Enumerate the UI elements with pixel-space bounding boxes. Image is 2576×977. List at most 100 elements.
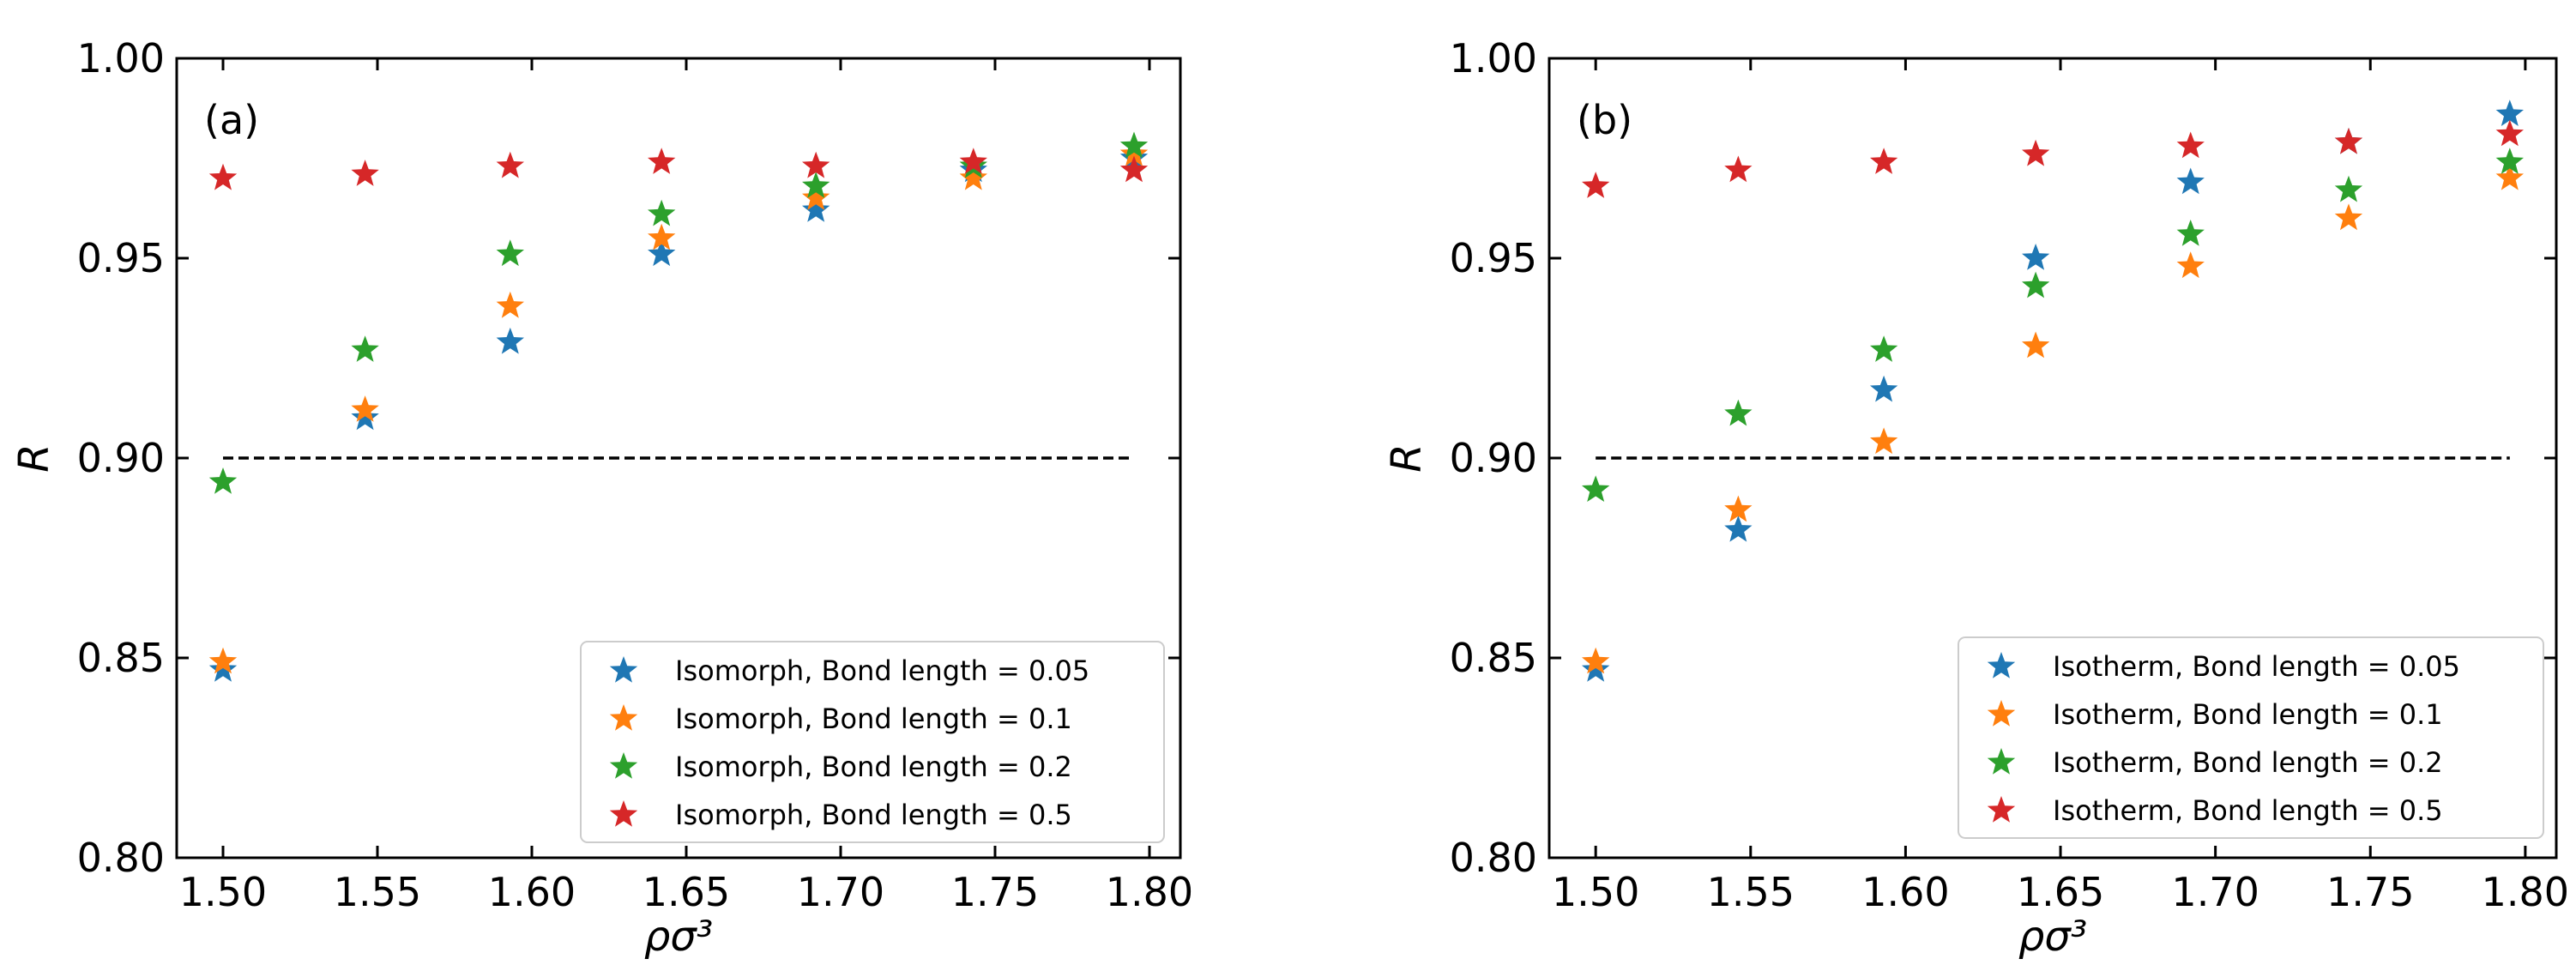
x-tick-label: 1.65 [2017, 869, 2104, 915]
data-point [1582, 647, 1610, 674]
x-tick-label: 1.80 [1106, 869, 1193, 915]
data-point [802, 151, 830, 178]
data-point [1582, 655, 1610, 682]
legend-label: Isotherm, Bond length = 0.05 [2053, 650, 2460, 683]
data-point [496, 327, 524, 354]
data-point [2495, 119, 2524, 147]
data-point [2022, 271, 2050, 299]
data-point [2334, 175, 2363, 202]
data-point [1582, 172, 1610, 198]
data-point [2495, 163, 2524, 190]
panel-a: 1.50 1.55 1.60 1.65 1.70 1.75 1.80 0.80 0.85 0.90… [10, 35, 1193, 961]
data-point [496, 291, 524, 318]
data-point [2176, 220, 2205, 246]
data-point [1119, 155, 1149, 183]
legend-marker [609, 752, 638, 779]
data-point [2022, 139, 2050, 166]
legend-marker [1987, 700, 2016, 727]
panel-label: (a) [204, 97, 259, 143]
y-tick-label: 0.80 [1450, 835, 1537, 881]
data-point [1870, 335, 1898, 362]
data-point [351, 160, 379, 186]
data-point [2495, 148, 2524, 174]
y-tick-label: 1.00 [77, 35, 165, 81]
data-point [2176, 251, 2205, 279]
y-axis-label: R [10, 443, 58, 472]
legend-marker [609, 656, 638, 683]
data-point [1119, 139, 1149, 166]
legend-box [1958, 636, 2544, 839]
data-point [1582, 475, 1610, 502]
legend-marker [1987, 796, 2016, 823]
panel-b: 1.50 1.55 1.60 1.65 1.70 1.75 1.80 0.80 0.85 0.90… [1383, 35, 2569, 961]
data-point [351, 335, 379, 362]
data-point [802, 196, 830, 222]
panel-label: (b) [1577, 97, 1632, 143]
data-point [208, 655, 238, 682]
data-point [496, 239, 524, 267]
y-tick-label: 0.90 [77, 435, 165, 481]
data-point [959, 148, 987, 174]
legend-label: Isotherm, Bond length = 0.2 [2053, 746, 2443, 779]
legend-label: Isomorph, Bond length = 0.1 [675, 703, 1072, 735]
data-point [1870, 375, 1898, 402]
data-point [2022, 331, 2050, 359]
legend-marker [1987, 748, 2016, 775]
legend-box [580, 641, 1165, 843]
data-point [802, 184, 830, 210]
x-tick-label: 1.70 [797, 869, 884, 915]
x-axis-label: ρσ³ [644, 913, 713, 961]
data-point [208, 467, 238, 494]
data-point [2495, 100, 2524, 126]
legend-label: Isotherm, Bond length = 0.5 [2053, 794, 2443, 827]
y-tick-label: 0.95 [77, 235, 165, 281]
data-point [1724, 155, 1753, 183]
data-point [648, 199, 676, 226]
y-tick-label: 0.95 [1450, 235, 1537, 281]
legend-label: Isomorph, Bond length = 0.2 [675, 751, 1072, 783]
data-point [648, 239, 676, 267]
x-tick-label: 1.55 [334, 869, 421, 915]
data-point [648, 223, 676, 250]
data-point [2334, 127, 2363, 154]
data-point [1724, 399, 1753, 426]
legend-label: Isomorph, Bond length = 0.5 [675, 799, 1072, 831]
y-tick-label: 0.90 [1450, 435, 1537, 481]
data-point [2022, 244, 2050, 270]
legend-marker [1987, 652, 2016, 678]
y-axis-label: R [1383, 443, 1431, 472]
x-axis-label: ρσ³ [2018, 913, 2087, 961]
data-point [959, 163, 987, 190]
x-tick-label: 1.60 [488, 869, 576, 915]
data-point [351, 395, 379, 422]
data-point [2334, 203, 2363, 231]
data-point [802, 172, 830, 198]
y-tick-label: 0.85 [77, 635, 165, 681]
data-point [208, 163, 238, 190]
x-tick-label: 1.50 [179, 869, 267, 915]
data-point [351, 403, 379, 431]
data-point [496, 151, 524, 178]
legend-marker [609, 800, 638, 827]
x-tick-label: 1.65 [642, 869, 730, 915]
data-point [1724, 495, 1753, 522]
x-tick-label: 1.60 [1861, 869, 1949, 915]
y-tick-label: 0.85 [1450, 635, 1537, 681]
x-tick-label: 1.70 [2171, 869, 2259, 915]
data-point [648, 148, 676, 174]
data-point [2176, 131, 2205, 159]
y-tick-label: 0.80 [77, 835, 165, 881]
data-point [208, 647, 238, 674]
x-tick-label: 1.50 [1552, 869, 1639, 915]
data-point [1870, 427, 1898, 455]
legend-label: Isotherm, Bond length = 0.1 [2053, 698, 2443, 731]
data-point [1119, 131, 1149, 159]
x-tick-label: 1.80 [2482, 869, 2569, 915]
x-tick-label: 1.75 [2326, 869, 2414, 915]
data-point [2176, 167, 2205, 195]
x-tick-label: 1.55 [1707, 869, 1795, 915]
data-point [1870, 148, 1898, 174]
data-point [1724, 515, 1753, 542]
x-tick-label: 1.75 [951, 869, 1039, 915]
